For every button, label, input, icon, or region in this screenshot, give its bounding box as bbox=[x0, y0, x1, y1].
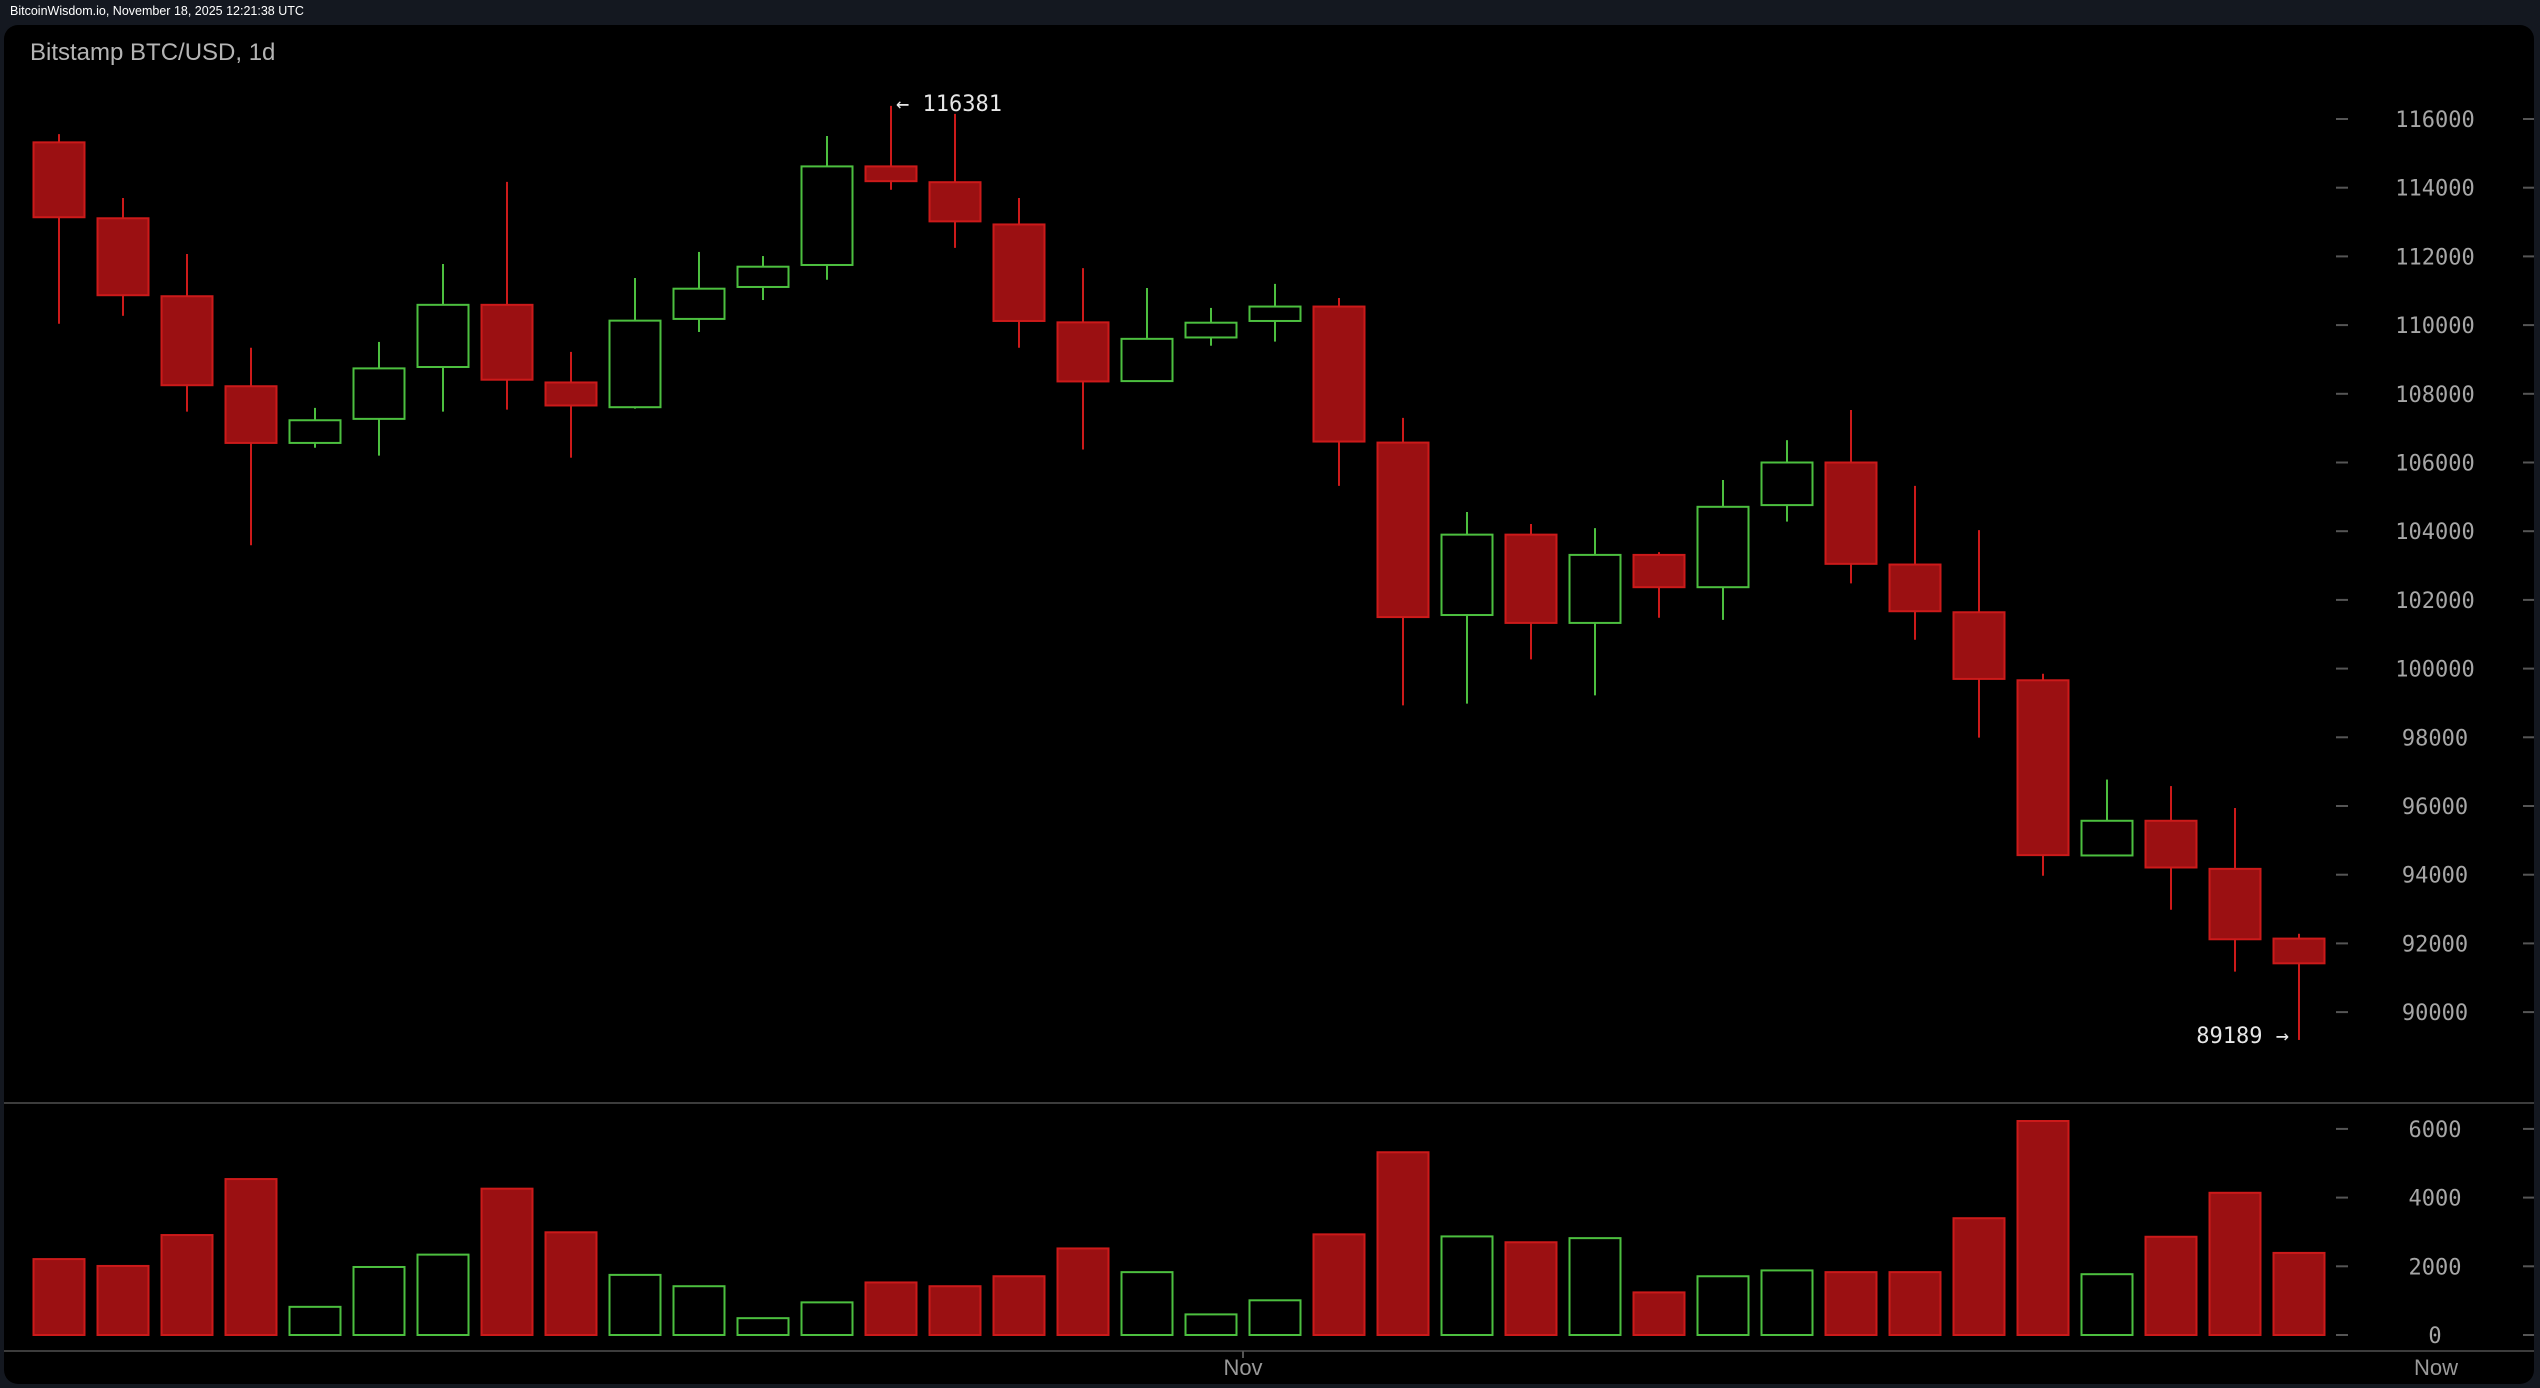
candle-up bbox=[2080, 819, 2134, 857]
candle-down bbox=[2016, 679, 2070, 857]
candle-up bbox=[1120, 337, 1174, 383]
volume-bar bbox=[1440, 1235, 1494, 1337]
volume-bar bbox=[992, 1275, 1046, 1336]
volume-bar bbox=[96, 1264, 150, 1337]
volume-axis-label: 4000 bbox=[2409, 1187, 2462, 1212]
price-axis-label: 104000 bbox=[2395, 520, 2474, 545]
candle-down bbox=[96, 217, 150, 297]
price-axis-label: 114000 bbox=[2395, 177, 2474, 202]
price-axis-label: 90000 bbox=[2402, 1001, 2468, 1026]
price-axis-label: 110000 bbox=[2395, 314, 2474, 339]
volume-bar bbox=[1760, 1269, 1814, 1336]
candle-up bbox=[1568, 553, 1622, 624]
volume-bar bbox=[1312, 1233, 1366, 1336]
candle-down bbox=[2208, 867, 2262, 941]
volume-bar bbox=[32, 1258, 86, 1337]
candle-up bbox=[1696, 505, 1750, 589]
candle-up bbox=[352, 367, 406, 420]
candle-down bbox=[224, 385, 278, 444]
candle-down bbox=[1056, 321, 1110, 383]
volume-bar bbox=[416, 1253, 470, 1336]
candle-down bbox=[1824, 461, 1878, 565]
volume-bar bbox=[736, 1317, 790, 1336]
candle-up bbox=[800, 165, 854, 266]
candle-down bbox=[2272, 937, 2326, 965]
high-annotation: ← 116381 bbox=[896, 92, 1002, 117]
volume-bar bbox=[928, 1285, 982, 1337]
volume-bar bbox=[1376, 1151, 1430, 1337]
volume-bar bbox=[1120, 1271, 1174, 1337]
volume-bar bbox=[800, 1301, 854, 1337]
volume-bar bbox=[544, 1231, 598, 1336]
chart-frame: Bitstamp BTC/USD, 1d 116000 114000 112000 1… bbox=[4, 25, 2534, 1384]
price-axis-label: 94000 bbox=[2402, 864, 2468, 889]
volume-bar bbox=[2272, 1251, 2326, 1336]
candle-up bbox=[416, 303, 470, 369]
volume-axis-label: 6000 bbox=[2409, 1118, 2462, 1143]
volume-bar bbox=[480, 1187, 534, 1336]
volume-bar bbox=[1632, 1291, 1686, 1337]
volume-bar bbox=[672, 1285, 726, 1337]
volume-bar bbox=[2080, 1273, 2134, 1336]
volume-bar bbox=[2144, 1235, 2198, 1337]
top-bar: BitcoinWisdom.io, November 18, 2025 12:2… bbox=[0, 0, 2540, 25]
price-axis-label: 108000 bbox=[2395, 383, 2474, 408]
candle-down bbox=[1504, 533, 1558, 624]
volume-bar bbox=[160, 1234, 214, 1336]
volume-bar bbox=[1696, 1275, 1750, 1336]
candle-down bbox=[1888, 563, 1942, 613]
candle-down bbox=[1312, 305, 1366, 443]
candle-down bbox=[928, 181, 982, 223]
candle-up bbox=[736, 265, 790, 288]
volume-bar bbox=[1504, 1241, 1558, 1337]
price-axis-label: 112000 bbox=[2395, 245, 2474, 270]
volume-bar bbox=[1952, 1217, 2006, 1336]
price-axis-label: 98000 bbox=[2402, 726, 2468, 751]
candle-down bbox=[1632, 553, 1686, 589]
candle-up bbox=[1248, 305, 1302, 322]
candle-down bbox=[480, 303, 534, 381]
volume-bar bbox=[1248, 1299, 1302, 1337]
price-axis-label: 96000 bbox=[2402, 795, 2468, 820]
price-axis-label: 102000 bbox=[2395, 589, 2474, 614]
volume-bar bbox=[352, 1265, 406, 1337]
volume-bar bbox=[288, 1305, 342, 1337]
chart-title: Bitstamp BTC/USD, 1d bbox=[30, 39, 276, 66]
candle-down bbox=[32, 141, 86, 219]
candle-down bbox=[864, 165, 918, 183]
candle-up bbox=[1184, 321, 1238, 339]
candle-up bbox=[672, 287, 726, 320]
price-axis-label: 106000 bbox=[2395, 452, 2474, 477]
volume-bar bbox=[224, 1178, 278, 1337]
candle-up bbox=[1760, 461, 1814, 507]
price-axis-label: 100000 bbox=[2395, 658, 2474, 683]
candle-down bbox=[2144, 819, 2198, 869]
candle-down bbox=[544, 381, 598, 407]
candle-down bbox=[160, 295, 214, 387]
volume-axis-label: 2000 bbox=[2409, 1255, 2462, 1280]
volume-axis-label: 0 bbox=[2428, 1324, 2441, 1349]
candle-down bbox=[992, 223, 1046, 322]
volume-bar bbox=[2016, 1119, 2070, 1337]
x-label-now: Now bbox=[2414, 1355, 2458, 1380]
candle-up bbox=[1440, 533, 1494, 617]
volume-bar bbox=[1568, 1237, 1622, 1337]
low-annotation: 89189 → bbox=[2196, 1024, 2289, 1049]
price-axis-label: 92000 bbox=[2402, 932, 2468, 957]
volume-bar bbox=[1184, 1313, 1238, 1337]
volume-bar bbox=[1056, 1247, 1110, 1336]
volume-bar bbox=[608, 1273, 662, 1336]
candle-down bbox=[1376, 441, 1430, 619]
candle-up bbox=[288, 419, 342, 444]
price-axis-label: 116000 bbox=[2395, 108, 2474, 133]
volume-bar bbox=[1888, 1271, 1942, 1337]
volume-bar bbox=[2208, 1191, 2262, 1337]
candlestick-chart: 116000 114000 112000 110000 108000 106000 1040… bbox=[4, 92, 2534, 1380]
source-timestamp: BitcoinWisdom.io, November 18, 2025 12:2… bbox=[10, 4, 304, 18]
x-label-nov: Nov bbox=[1223, 1355, 1262, 1380]
candle-down bbox=[1952, 611, 2006, 680]
candle-up bbox=[608, 319, 662, 409]
volume-bar bbox=[864, 1281, 918, 1336]
volume-bar bbox=[1824, 1271, 1878, 1337]
